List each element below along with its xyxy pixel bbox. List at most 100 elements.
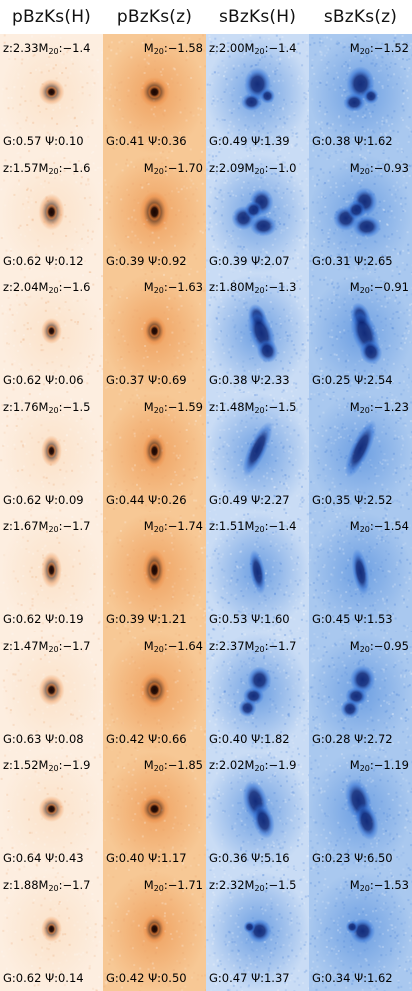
m20-subscript: 20 <box>360 167 370 176</box>
psi-value: Ψ:0.50 <box>148 971 187 985</box>
gini-psi-label: G:0.28 Ψ:2.72 <box>312 733 393 746</box>
m20-subscript: 20 <box>154 764 164 773</box>
m20-value: −1.7 <box>63 878 91 892</box>
m20-symbol: M <box>245 41 255 55</box>
psi-value: Ψ:0.14 <box>45 971 84 985</box>
redshift-value: z:1.57 <box>3 161 39 175</box>
gini-value: G:0.49 <box>209 134 247 148</box>
m20-symbol: M <box>39 280 49 294</box>
m20-symbol: M <box>245 758 255 772</box>
redshift-m20-label: z:1.52M20:−1.9 <box>3 759 90 772</box>
m20-value: −1.6 <box>63 280 91 294</box>
m20-symbol: M <box>144 41 154 55</box>
m20-label: M20:−1.58 <box>144 42 203 55</box>
redshift-m20-label: z:2.37M20:−1.7 <box>209 640 296 653</box>
redshift-value: z:2.33 <box>3 41 39 55</box>
redshift-value: z:1.67 <box>3 519 39 533</box>
redshift-m20-label: z:1.47M20:−1.7 <box>3 640 90 653</box>
m20-symbol: M <box>350 878 360 892</box>
redshift-value: z:2.02 <box>209 758 245 772</box>
galaxy-tile-pbzks-z: M20:−1.59 G:0.44 Ψ:0.26 <box>103 393 206 513</box>
redshift-m20-label: z:1.76M20:−1.5 <box>3 401 90 414</box>
gini-psi-label: G:0.40 Ψ:1.17 <box>106 852 187 865</box>
m20-symbol: M <box>245 639 255 653</box>
gini-psi-label: G:0.44 Ψ:0.26 <box>106 494 187 507</box>
m20-value: −1.19 <box>374 758 409 772</box>
gini-psi-label: G:0.36 Ψ:5.16 <box>209 852 290 865</box>
m20-symbol: M <box>144 400 154 414</box>
gini-psi-label: G:0.62 Ψ:0.06 <box>3 374 84 387</box>
psi-value: Ψ:0.09 <box>45 493 84 507</box>
m20-value: −1.7 <box>63 639 91 653</box>
gini-value: G:0.44 <box>106 493 144 507</box>
gini-psi-label: G:0.39 Ψ:2.07 <box>209 255 290 268</box>
m20-symbol: M <box>350 161 360 175</box>
m20-value: −1.9 <box>269 758 297 772</box>
m20-subscript: 20 <box>360 525 370 534</box>
gini-psi-label: G:0.49 Ψ:1.39 <box>209 135 290 148</box>
column-header-sbzks-h: sBzKs(H) <box>206 0 309 34</box>
m20-subscript: 20 <box>48 286 58 295</box>
m20-value: −1.53 <box>374 878 409 892</box>
galaxy-tile-pbzks-h: z:1.52M20:−1.9 G:0.64 Ψ:0.43 <box>0 751 103 871</box>
gini-value: G:0.57 <box>3 134 41 148</box>
m20-subscript: 20 <box>48 525 58 534</box>
redshift-value: z:1.47 <box>3 639 39 653</box>
redshift-m20-label: z:2.32M20:−1.5 <box>209 879 296 892</box>
m20-value: −1.4 <box>269 41 297 55</box>
m20-subscript: 20 <box>254 884 264 893</box>
m20-symbol: M <box>350 280 360 294</box>
redshift-value: z:2.32 <box>209 878 245 892</box>
redshift-value: z:1.52 <box>3 758 39 772</box>
m20-subscript: 20 <box>48 645 58 654</box>
m20-label: M20:−1.23 <box>350 401 409 414</box>
gini-psi-label: G:0.62 Ψ:0.19 <box>3 613 84 626</box>
m20-label: M20:−1.71 <box>144 879 203 892</box>
m20-symbol: M <box>39 519 49 533</box>
m20-symbol: M <box>144 878 154 892</box>
gini-psi-label: G:0.40 Ψ:1.82 <box>209 733 290 746</box>
m20-subscript: 20 <box>254 406 264 415</box>
psi-value: Ψ:2.07 <box>251 254 290 268</box>
redshift-m20-label: z:1.57M20:−1.6 <box>3 162 90 175</box>
gini-psi-label: G:0.31 Ψ:2.65 <box>312 255 393 268</box>
psi-value: Ψ:1.62 <box>354 971 393 985</box>
psi-value: Ψ:0.43 <box>45 851 84 865</box>
m20-value: −1.71 <box>168 878 203 892</box>
m20-label: M20:−1.63 <box>144 281 203 294</box>
m20-value: −0.93 <box>374 161 409 175</box>
m20-symbol: M <box>144 639 154 653</box>
m20-symbol: M <box>39 161 49 175</box>
psi-value: Ψ:0.10 <box>45 134 84 148</box>
m20-subscript: 20 <box>360 645 370 654</box>
psi-value: Ψ:2.27 <box>251 493 290 507</box>
psi-value: Ψ:0.26 <box>148 493 187 507</box>
redshift-value: z:1.51 <box>209 519 245 533</box>
gini-value: G:0.23 <box>312 851 350 865</box>
gini-psi-label: G:0.62 Ψ:0.12 <box>3 255 84 268</box>
gini-psi-label: G:0.25 Ψ:2.54 <box>312 374 393 387</box>
m20-symbol: M <box>245 161 255 175</box>
m20-symbol: M <box>144 519 154 533</box>
gini-value: G:0.31 <box>312 254 350 268</box>
m20-label: M20:−1.59 <box>144 401 203 414</box>
gini-value: G:0.38 <box>209 373 247 387</box>
gini-value: G:0.40 <box>209 732 247 746</box>
gini-psi-label: G:0.45 Ψ:1.53 <box>312 613 393 626</box>
m20-subscript: 20 <box>154 525 164 534</box>
gini-value: G:0.64 <box>3 851 41 865</box>
m20-value: −1.74 <box>168 519 203 533</box>
m20-symbol: M <box>350 758 360 772</box>
m20-symbol: M <box>350 41 360 55</box>
gini-value: G:0.39 <box>106 612 144 626</box>
m20-value: −1.9 <box>63 758 91 772</box>
